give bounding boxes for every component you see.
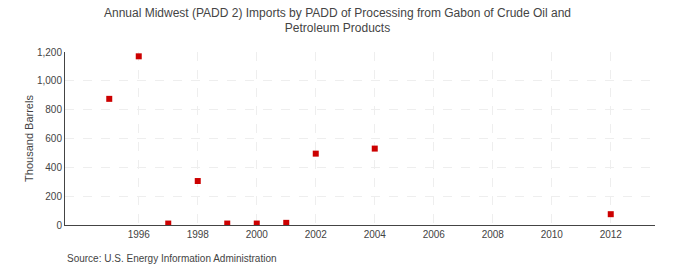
svg-text:Source: U.S. Energy Informatio: Source: U.S. Energy Information Administ… — [67, 253, 277, 264]
svg-text:2008: 2008 — [482, 229, 505, 240]
svg-text:600: 600 — [45, 133, 62, 144]
svg-text:1,000: 1,000 — [37, 75, 62, 86]
svg-text:1996: 1996 — [128, 229, 151, 240]
svg-text:1,200: 1,200 — [37, 47, 62, 58]
svg-text:2006: 2006 — [423, 229, 446, 240]
svg-text:2012: 2012 — [600, 229, 623, 240]
svg-text:2000: 2000 — [246, 229, 269, 240]
svg-text:800: 800 — [45, 104, 62, 115]
svg-text:2004: 2004 — [364, 229, 387, 240]
svg-text:2002: 2002 — [305, 229, 328, 240]
svg-text:1998: 1998 — [187, 229, 210, 240]
svg-text:400: 400 — [45, 162, 62, 173]
svg-text:0: 0 — [56, 220, 62, 231]
svg-text:Annual Midwest (PADD 2) Import: Annual Midwest (PADD 2) Imports by PADD … — [104, 6, 571, 36]
svg-text:2010: 2010 — [541, 229, 564, 240]
svg-text:Thousand Barrels: Thousand Barrels — [23, 95, 35, 182]
svg-text:200: 200 — [45, 191, 62, 202]
